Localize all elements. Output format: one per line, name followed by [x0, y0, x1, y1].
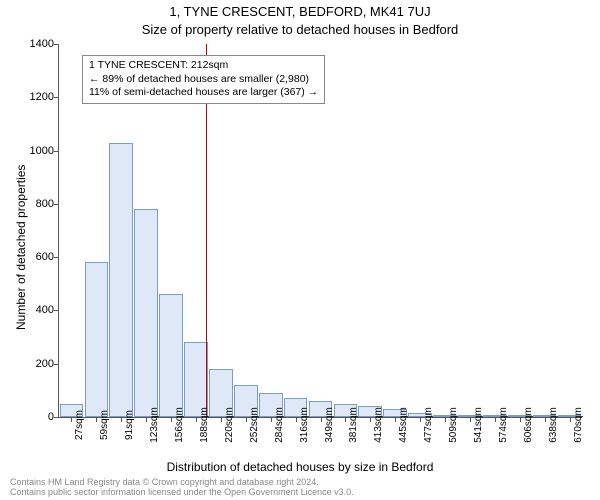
- footer-line-2: Contains public sector information licen…: [10, 488, 354, 498]
- histogram-bar: [184, 342, 208, 417]
- x-tick-mark: [96, 417, 97, 422]
- x-tick-mark: [370, 417, 371, 422]
- x-tick-mark: [545, 417, 546, 422]
- x-tick-mark: [271, 417, 272, 422]
- chart-title-line1: 1, TYNE CRESCENT, BEDFORD, MK41 7UJ: [0, 4, 600, 19]
- histogram-bar: [109, 143, 133, 417]
- y-tick-mark: [54, 204, 59, 205]
- chart-container: 1, TYNE CRESCENT, BEDFORD, MK41 7UJ Size…: [0, 0, 600, 500]
- y-tick-mark: [54, 364, 59, 365]
- y-tick-label: 600: [14, 251, 54, 263]
- x-tick-label: 541sqm: [473, 407, 484, 443]
- y-tick-label: 1400: [14, 38, 54, 50]
- x-tick-mark: [71, 417, 72, 422]
- annotation-box: 1 TYNE CRESCENT: 212sqm ← 89% of detache…: [82, 55, 325, 104]
- x-tick-mark: [570, 417, 571, 422]
- x-tick-label: 574sqm: [498, 407, 509, 443]
- annotation-line-3: 11% of semi-detached houses are larger (…: [89, 86, 318, 100]
- x-tick-label: 381sqm: [348, 407, 359, 443]
- y-tick-label: 0: [14, 411, 54, 423]
- histogram-bar: [159, 294, 183, 417]
- x-tick-mark: [296, 417, 297, 422]
- x-tick-mark: [345, 417, 346, 422]
- histogram-bar: [85, 262, 109, 417]
- x-tick-label: 413sqm: [373, 407, 384, 443]
- y-tick-label: 400: [14, 304, 54, 316]
- x-tick-label: 123sqm: [149, 407, 160, 443]
- annotation-line-1: 1 TYNE CRESCENT: 212sqm: [89, 59, 318, 73]
- x-tick-label: 316sqm: [299, 407, 310, 443]
- y-tick-mark: [54, 151, 59, 152]
- x-tick-label: 59sqm: [99, 410, 110, 440]
- x-tick-label: 606sqm: [523, 407, 534, 443]
- y-tick-label: 1200: [14, 91, 54, 103]
- footer-attribution: Contains HM Land Registry data © Crown c…: [10, 478, 354, 498]
- y-tick-mark: [54, 417, 59, 418]
- y-tick-label: 800: [14, 198, 54, 210]
- x-tick-mark: [395, 417, 396, 422]
- x-tick-mark: [146, 417, 147, 422]
- x-tick-mark: [196, 417, 197, 422]
- y-tick-label: 200: [14, 358, 54, 370]
- chart-title-line2: Size of property relative to detached ho…: [0, 22, 600, 37]
- x-tick-label: 252sqm: [249, 407, 260, 443]
- y-tick-label: 1000: [14, 145, 54, 157]
- x-tick-label: 284sqm: [274, 407, 285, 443]
- x-tick-label: 670sqm: [573, 407, 584, 443]
- y-tick-mark: [54, 257, 59, 258]
- x-axis-label: Distribution of detached houses by size …: [0, 460, 600, 474]
- x-tick-label: 156sqm: [174, 407, 185, 443]
- x-tick-label: 638sqm: [548, 407, 559, 443]
- x-tick-mark: [221, 417, 222, 422]
- annotation-line-2: ← 89% of detached houses are smaller (2,…: [89, 73, 318, 87]
- x-tick-mark: [520, 417, 521, 422]
- x-tick-mark: [470, 417, 471, 422]
- y-tick-mark: [54, 44, 59, 45]
- x-tick-mark: [121, 417, 122, 422]
- x-tick-label: 509sqm: [448, 407, 459, 443]
- x-tick-label: 349sqm: [324, 407, 335, 443]
- x-tick-mark: [420, 417, 421, 422]
- x-tick-label: 91sqm: [124, 410, 135, 440]
- x-tick-label: 27sqm: [74, 410, 85, 440]
- y-tick-mark: [54, 310, 59, 311]
- x-tick-mark: [495, 417, 496, 422]
- x-tick-label: 445sqm: [398, 407, 409, 443]
- x-tick-mark: [171, 417, 172, 422]
- x-tick-mark: [445, 417, 446, 422]
- x-tick-mark: [246, 417, 247, 422]
- x-tick-label: 477sqm: [423, 407, 434, 443]
- x-tick-label: 220sqm: [224, 407, 235, 443]
- x-tick-label: 188sqm: [199, 407, 210, 443]
- y-tick-mark: [54, 97, 59, 98]
- histogram-bar: [134, 209, 158, 417]
- x-tick-mark: [321, 417, 322, 422]
